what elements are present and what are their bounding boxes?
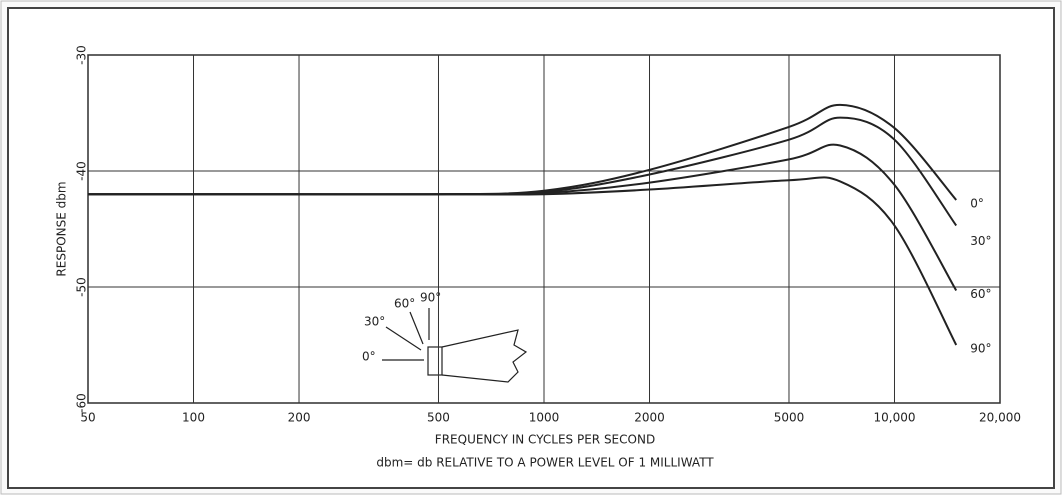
y-tick-label: -40 (75, 161, 89, 181)
y-axis-label: RESPONSE dbm (55, 181, 69, 276)
y-tick-label: -50 (75, 277, 89, 297)
x-tick-label: 10,000 (873, 411, 915, 425)
x-tick-label: 100 (182, 411, 205, 425)
series-label: 90° (970, 342, 991, 356)
x-tick-label: 20,000 (979, 411, 1021, 425)
series-label: 60° (970, 287, 991, 301)
x-tick-label: 500 (427, 411, 450, 425)
x-tick-label: 2000 (634, 411, 665, 425)
inset-shape (441, 329, 528, 383)
y-tick-label: -60 (75, 393, 89, 413)
inset-label: 30° (364, 315, 385, 329)
chart-frame (7, 7, 1055, 489)
inset-arrow (385, 326, 422, 351)
y-tick-label: -30 (75, 45, 89, 65)
x-tick-label: 50 (80, 411, 95, 425)
inset-arrow (409, 311, 424, 345)
inset-shape (427, 346, 443, 376)
inset-label: 90° (420, 291, 441, 305)
x-axis-label: FREQUENCY IN CYCLES PER SECOND (435, 433, 655, 447)
x-tick-label: 5000 (774, 411, 805, 425)
x-tick-label: 1000 (529, 411, 560, 425)
x-tick-label: 200 (288, 411, 311, 425)
note: dbm= db RELATIVE TO A POWER LEVEL OF 1 M… (376, 456, 714, 470)
series-label: 0° (970, 197, 984, 211)
series-line (88, 176, 958, 346)
series-label: 30° (970, 234, 991, 248)
inset-label: 60° (394, 297, 415, 311)
inset-label: 0° (362, 350, 376, 364)
inset-diagram (382, 308, 528, 383)
